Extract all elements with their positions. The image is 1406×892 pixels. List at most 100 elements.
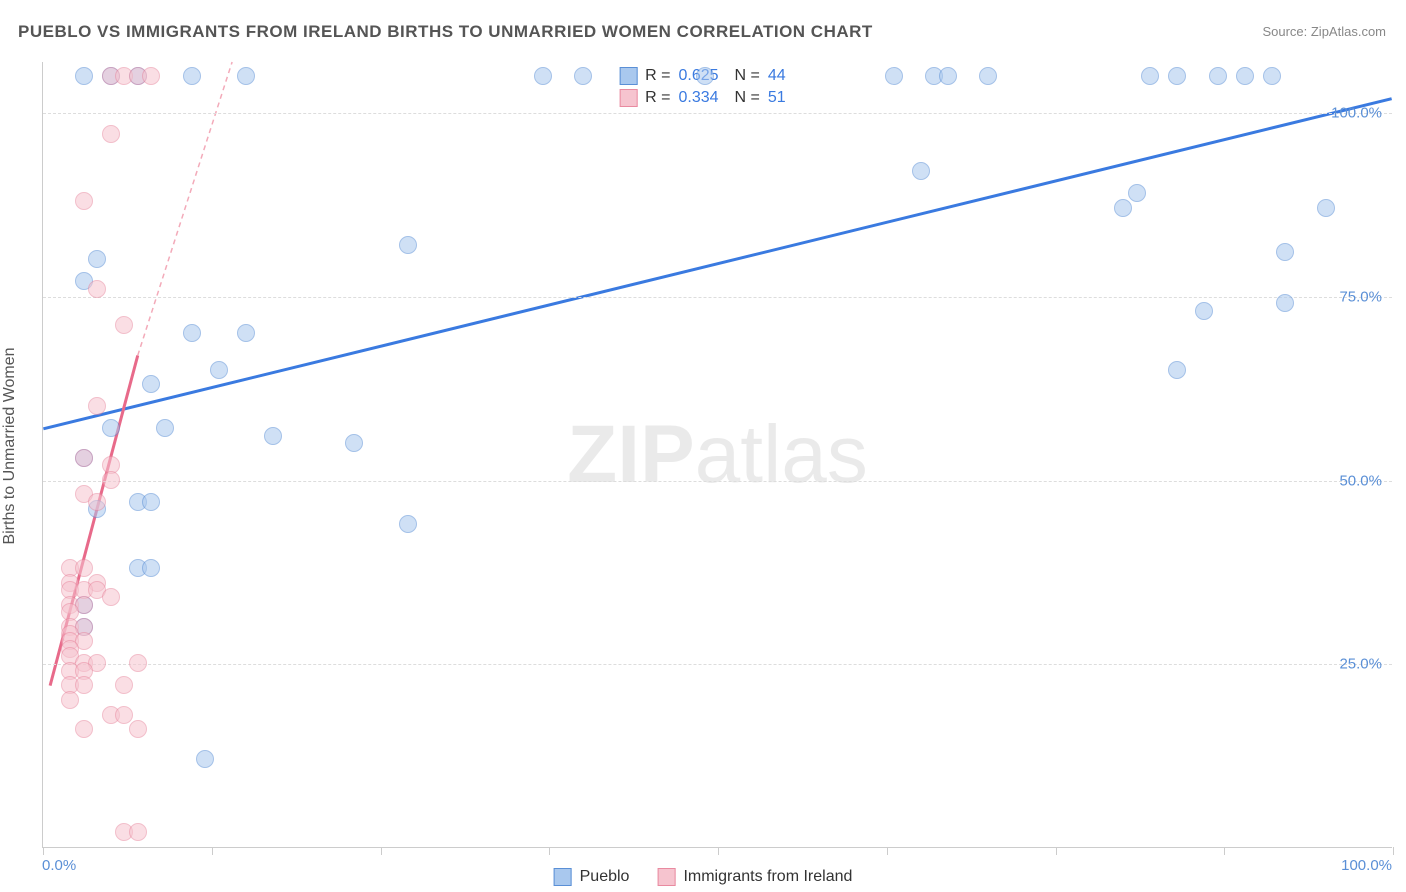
x-tick xyxy=(1056,847,1057,855)
n-value: 51 xyxy=(768,89,816,107)
scatter-point xyxy=(912,162,930,180)
scatter-point xyxy=(88,397,106,415)
legend-label: Immigrants from Ireland xyxy=(683,868,852,886)
scatter-point xyxy=(210,361,228,379)
chart-plot-area: ZIPatlas R = 0.625 N = 44 R = 0.334 N = … xyxy=(42,62,1392,848)
scatter-point xyxy=(142,67,160,85)
scatter-point xyxy=(1209,67,1227,85)
legend-series: Pueblo Immigrants from Ireland xyxy=(554,868,853,886)
trend-line xyxy=(138,62,232,355)
x-tick xyxy=(1224,847,1225,855)
scatter-point xyxy=(696,67,714,85)
x-tick xyxy=(43,847,44,855)
trend-lines-layer xyxy=(43,62,1392,847)
scatter-point xyxy=(237,324,255,342)
scatter-point xyxy=(534,67,552,85)
legend-correlation-row: R = 0.334 N = 51 xyxy=(619,87,816,109)
x-tick xyxy=(1393,847,1394,855)
scatter-point xyxy=(574,67,592,85)
scatter-point xyxy=(129,720,147,738)
legend-correlation-row: R = 0.625 N = 44 xyxy=(619,65,816,87)
legend-correlation: R = 0.625 N = 44 R = 0.334 N = 51 xyxy=(612,62,823,112)
scatter-point xyxy=(115,706,133,724)
scatter-point xyxy=(939,67,957,85)
scatter-point xyxy=(142,559,160,577)
scatter-point xyxy=(1141,67,1159,85)
legend-swatch xyxy=(554,868,572,886)
scatter-point xyxy=(1128,184,1146,202)
scatter-point xyxy=(264,427,282,445)
n-label: N = xyxy=(735,89,760,107)
scatter-point xyxy=(345,434,363,452)
legend-swatch xyxy=(657,868,675,886)
x-tick xyxy=(887,847,888,855)
scatter-point xyxy=(1168,67,1186,85)
scatter-point xyxy=(61,691,79,709)
y-tick-label: 25.0% xyxy=(1339,656,1382,673)
scatter-point xyxy=(1195,302,1213,320)
scatter-point xyxy=(102,471,120,489)
x-tick-label-max: 100.0% xyxy=(1341,857,1392,874)
scatter-point xyxy=(1114,199,1132,217)
legend-series-item: Immigrants from Ireland xyxy=(657,868,852,886)
scatter-point xyxy=(1276,243,1294,261)
scatter-point xyxy=(102,419,120,437)
scatter-point xyxy=(75,720,93,738)
scatter-point xyxy=(196,750,214,768)
x-tick xyxy=(212,847,213,855)
scatter-point xyxy=(1236,67,1254,85)
scatter-point xyxy=(1168,361,1186,379)
scatter-point xyxy=(102,125,120,143)
scatter-point xyxy=(75,676,93,694)
x-tick-label-min: 0.0% xyxy=(42,857,76,874)
scatter-point xyxy=(237,67,255,85)
scatter-point xyxy=(102,588,120,606)
scatter-point xyxy=(183,324,201,342)
scatter-point xyxy=(1317,199,1335,217)
scatter-point xyxy=(88,250,106,268)
scatter-point xyxy=(142,493,160,511)
trend-line xyxy=(43,99,1391,429)
gridline xyxy=(43,113,1392,114)
chart-title: PUEBLO VS IMMIGRANTS FROM IRELAND BIRTHS… xyxy=(18,22,873,42)
x-tick xyxy=(549,847,550,855)
scatter-point xyxy=(75,192,93,210)
scatter-point xyxy=(1276,294,1294,312)
scatter-point xyxy=(142,375,160,393)
scatter-point xyxy=(115,676,133,694)
scatter-point xyxy=(1263,67,1281,85)
gridline xyxy=(43,664,1392,665)
scatter-point xyxy=(183,67,201,85)
x-tick xyxy=(718,847,719,855)
scatter-point xyxy=(885,67,903,85)
scatter-point xyxy=(129,654,147,672)
gridline xyxy=(43,481,1392,482)
scatter-point xyxy=(399,236,417,254)
scatter-point xyxy=(979,67,997,85)
scatter-point xyxy=(75,449,93,467)
scatter-point xyxy=(156,419,174,437)
r-label: R = xyxy=(645,67,670,85)
y-tick-label: 50.0% xyxy=(1339,472,1382,489)
scatter-point xyxy=(115,316,133,334)
n-label: N = xyxy=(735,67,760,85)
r-label: R = xyxy=(645,89,670,107)
n-value: 44 xyxy=(768,67,816,85)
legend-series-item: Pueblo xyxy=(554,868,630,886)
gridline xyxy=(43,297,1392,298)
source-label: Source: ZipAtlas.com xyxy=(1262,24,1386,39)
scatter-point xyxy=(75,67,93,85)
scatter-point xyxy=(399,515,417,533)
legend-swatch xyxy=(619,89,637,107)
scatter-point xyxy=(88,280,106,298)
scatter-point xyxy=(129,823,147,841)
legend-label: Pueblo xyxy=(580,868,630,886)
y-tick-label: 75.0% xyxy=(1339,289,1382,306)
legend-swatch xyxy=(619,67,637,85)
scatter-point xyxy=(88,493,106,511)
x-tick xyxy=(381,847,382,855)
y-axis-label: Births to Unmarried Women xyxy=(1,347,19,544)
r-value: 0.334 xyxy=(679,89,727,107)
y-tick-label: 100.0% xyxy=(1331,105,1382,122)
scatter-point xyxy=(75,559,93,577)
